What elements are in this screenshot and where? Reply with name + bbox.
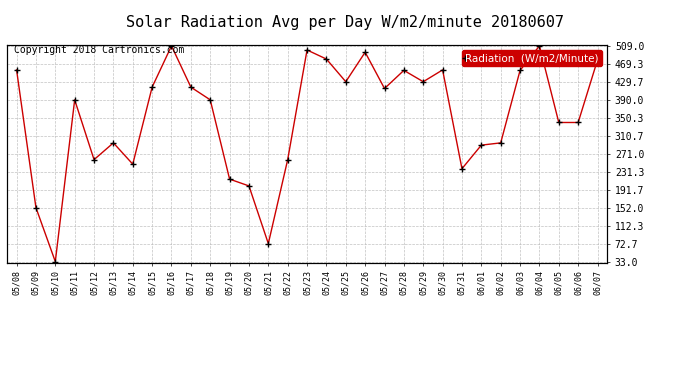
Radiation  (W/m2/Minute) — [458, 166, 466, 171]
Radiation  (W/m2/Minute) — [206, 98, 215, 102]
Radiation  (W/m2/Minute) — [168, 44, 176, 48]
Radiation  (W/m2/Minute) — [128, 162, 137, 166]
Radiation  (W/m2/Minute) — [380, 86, 388, 91]
Radiation  (W/m2/Minute) — [148, 85, 156, 89]
Text: Solar Radiation Avg per Day W/m2/minute 20180607: Solar Radiation Avg per Day W/m2/minute … — [126, 15, 564, 30]
Radiation  (W/m2/Minute) — [361, 50, 369, 54]
Legend: Radiation  (W/m2/Minute): Radiation (W/m2/Minute) — [462, 50, 602, 66]
Radiation  (W/m2/Minute) — [90, 158, 98, 162]
Radiation  (W/m2/Minute) — [477, 143, 486, 147]
Radiation  (W/m2/Minute) — [535, 44, 544, 48]
Radiation  (W/m2/Minute) — [70, 98, 79, 102]
Radiation  (W/m2/Minute) — [593, 58, 602, 62]
Radiation  (W/m2/Minute) — [419, 80, 427, 84]
Radiation  (W/m2/Minute) — [109, 141, 117, 145]
Line: Radiation  (W/m2/Minute): Radiation (W/m2/Minute) — [13, 42, 601, 265]
Radiation  (W/m2/Minute) — [516, 68, 524, 73]
Radiation  (W/m2/Minute) — [322, 57, 331, 61]
Radiation  (W/m2/Minute) — [12, 68, 21, 72]
Radiation  (W/m2/Minute) — [187, 85, 195, 89]
Radiation  (W/m2/Minute) — [497, 141, 505, 145]
Radiation  (W/m2/Minute) — [303, 48, 311, 52]
Radiation  (W/m2/Minute) — [438, 68, 446, 72]
Radiation  (W/m2/Minute) — [555, 120, 563, 125]
Radiation  (W/m2/Minute) — [226, 177, 234, 182]
Radiation  (W/m2/Minute) — [264, 242, 273, 246]
Radiation  (W/m2/Minute) — [32, 206, 40, 210]
Radiation  (W/m2/Minute) — [574, 120, 582, 125]
Radiation  (W/m2/Minute) — [245, 184, 253, 188]
Radiation  (W/m2/Minute) — [51, 260, 59, 264]
Radiation  (W/m2/Minute) — [342, 80, 350, 84]
Radiation  (W/m2/Minute) — [400, 68, 408, 73]
Radiation  (W/m2/Minute) — [284, 158, 292, 162]
Text: Copyright 2018 Cartronics.com: Copyright 2018 Cartronics.com — [14, 45, 184, 55]
